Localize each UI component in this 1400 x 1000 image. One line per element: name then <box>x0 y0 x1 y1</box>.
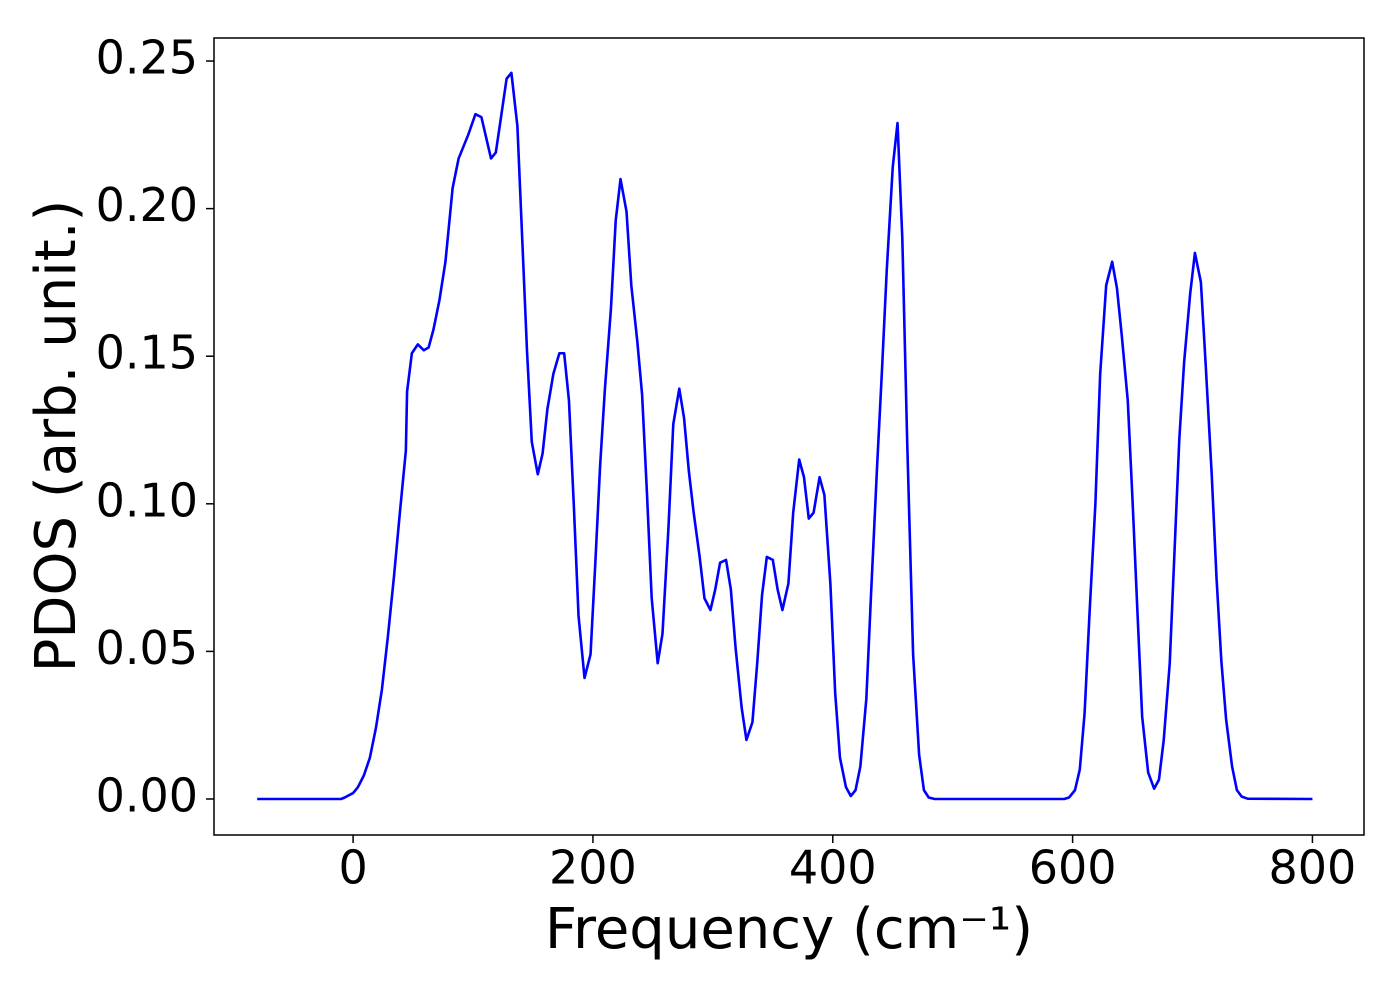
x-tick-label: 200 <box>549 841 637 895</box>
x-tick-label: 800 <box>1269 841 1357 895</box>
x-tick-label: 400 <box>789 841 877 895</box>
y-tick-label: 0.25 <box>96 31 198 85</box>
x-axis-label: Frequency (cm⁻¹) <box>545 897 1033 962</box>
y-tick-label: 0.15 <box>96 326 198 380</box>
line <box>257 71 1313 801</box>
plot-frame <box>213 37 1365 836</box>
y-tick-label: 0.20 <box>96 178 198 232</box>
y-tick-label: 0.10 <box>96 473 198 527</box>
y-axis-label: PDOS (arb. unit.) <box>24 200 89 673</box>
y-tick-label: 0.00 <box>96 768 198 822</box>
x-tick-label: 600 <box>1029 841 1117 895</box>
y-tick-label: 0.05 <box>96 621 198 675</box>
x-tick-label: 0 <box>338 841 367 895</box>
